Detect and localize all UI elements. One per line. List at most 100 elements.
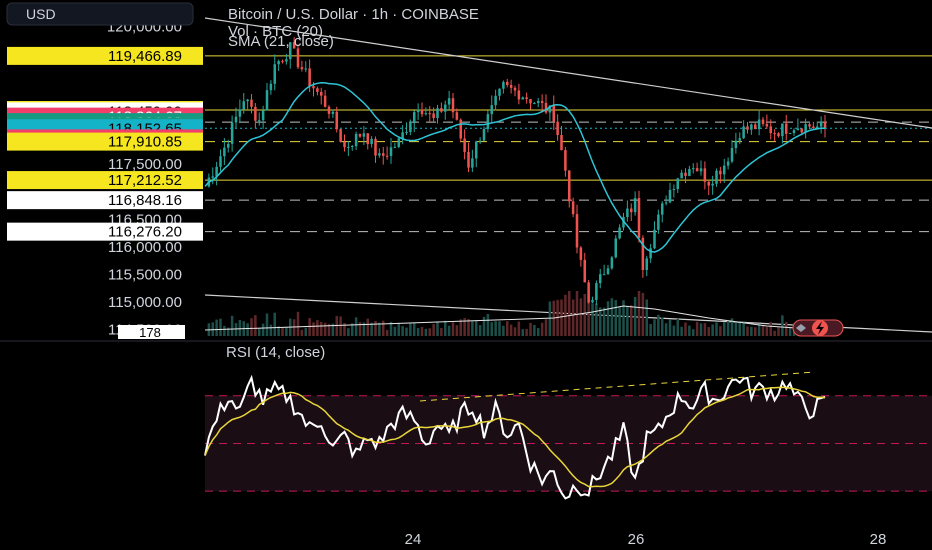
candle-body[interactable]: [804, 124, 807, 133]
candle-body[interactable]: [478, 140, 482, 142]
candle-body[interactable]: [614, 238, 618, 258]
candle-body[interactable]: [641, 237, 645, 271]
candle-body[interactable]: [819, 121, 823, 127]
candle-body[interactable]: [753, 124, 757, 130]
candle-body[interactable]: [750, 124, 753, 130]
candle-body[interactable]: [265, 90, 269, 111]
candle-body[interactable]: [595, 283, 598, 300]
candle-body[interactable]: [552, 105, 556, 122]
candle-body[interactable]: [680, 172, 683, 179]
candle-body[interactable]: [370, 138, 373, 145]
candle-body[interactable]: [513, 87, 517, 91]
candle-body[interactable]: [401, 132, 404, 139]
candle-body[interactable]: [223, 147, 226, 157]
candle-body[interactable]: [695, 168, 699, 172]
candle-body[interactable]: [254, 106, 257, 121]
candle-body[interactable]: [544, 103, 548, 113]
candle-body[interactable]: [529, 99, 532, 104]
candle-body[interactable]: [734, 140, 738, 149]
candle-body[interactable]: [230, 122, 234, 144]
candle-body[interactable]: [304, 68, 308, 70]
candle-body[interactable]: [486, 114, 490, 129]
lightning-flag-icon[interactable]: [792, 319, 844, 337]
candle-body[interactable]: [327, 106, 331, 114]
candle-body[interactable]: [560, 135, 563, 151]
candle-body[interactable]: [548, 105, 552, 113]
candle-body[interactable]: [722, 165, 726, 175]
candle-body[interactable]: [525, 97, 528, 100]
candle-body[interactable]: [583, 259, 587, 283]
candle-body[interactable]: [691, 168, 695, 170]
candle-body[interactable]: [397, 138, 401, 147]
candle-body[interactable]: [579, 247, 583, 260]
candle-body[interactable]: [676, 178, 680, 190]
candle-body[interactable]: [416, 109, 420, 113]
candle-body[interactable]: [296, 48, 300, 68]
candle-body[interactable]: [455, 112, 459, 120]
candle-body[interactable]: [610, 257, 614, 269]
candle-body[interactable]: [730, 148, 734, 162]
candle-body[interactable]: [664, 202, 668, 204]
candle-body[interactable]: [606, 268, 610, 275]
candle-body[interactable]: [672, 189, 676, 191]
candle-body[interactable]: [471, 158, 474, 168]
candle-body[interactable]: [211, 176, 215, 178]
candle-body[interactable]: [451, 98, 455, 113]
candle-body[interactable]: [622, 217, 625, 228]
candle-body[interactable]: [436, 108, 439, 119]
candle-body[interactable]: [815, 126, 819, 129]
candle-body[interactable]: [443, 104, 447, 112]
candle-body[interactable]: [277, 61, 280, 65]
candle-body[interactable]: [362, 133, 366, 137]
candle-body[interactable]: [556, 121, 559, 136]
candle-body[interactable]: [788, 132, 792, 134]
candle-body[interactable]: [761, 119, 765, 124]
rsi-divergence-line[interactable]: [419, 371, 816, 402]
candle-body[interactable]: [474, 141, 478, 159]
candle-body[interactable]: [684, 172, 687, 176]
candle-body[interactable]: [285, 59, 288, 62]
candle-body[interactable]: [366, 133, 370, 145]
candle-body[interactable]: [587, 282, 590, 303]
candle-body[interactable]: [699, 168, 703, 172]
candle-body[interactable]: [374, 138, 377, 156]
candle-body[interactable]: [792, 130, 796, 133]
candle-body[interactable]: [746, 126, 749, 130]
candle-body[interactable]: [629, 208, 633, 213]
candle-body[interactable]: [726, 161, 730, 166]
currency-button[interactable]: USD: [6, 2, 194, 26]
candle-body[interactable]: [381, 153, 385, 156]
candle-body[interactable]: [567, 170, 571, 202]
candle-body[interactable]: [428, 113, 432, 115]
candle-body[interactable]: [316, 88, 319, 92]
candle-body[interactable]: [505, 81, 509, 85]
candle-body[interactable]: [343, 141, 346, 148]
candle-body[interactable]: [490, 105, 494, 115]
candle-body[interactable]: [257, 120, 261, 122]
candle-body[interactable]: [215, 166, 218, 177]
candle-body[interactable]: [323, 95, 327, 107]
candle-body[interactable]: [498, 88, 501, 96]
candle-body[interactable]: [738, 138, 742, 141]
candle-body[interactable]: [420, 109, 424, 115]
candle-body[interactable]: [533, 102, 536, 104]
candle-body[interactable]: [385, 155, 389, 157]
candle-body[interactable]: [331, 111, 335, 114]
candle-body[interactable]: [447, 98, 451, 105]
candle-body[interactable]: [292, 42, 296, 49]
candle-body[interactable]: [424, 113, 428, 115]
candle-body[interactable]: [808, 124, 811, 127]
candle-body[interactable]: [482, 128, 486, 141]
candle-body[interactable]: [358, 133, 362, 137]
candle-body[interactable]: [409, 123, 412, 132]
candle-body[interactable]: [812, 126, 815, 129]
sma-line[interactable]: [204, 81, 826, 253]
candle-body[interactable]: [602, 274, 606, 276]
candle-body[interactable]: [339, 129, 342, 142]
candle-body[interactable]: [688, 169, 691, 176]
candle-body[interactable]: [393, 146, 397, 148]
candle-body[interactable]: [389, 147, 393, 156]
descending-trendline[interactable]: [204, 17, 932, 129]
candle-body[interactable]: [300, 67, 304, 70]
